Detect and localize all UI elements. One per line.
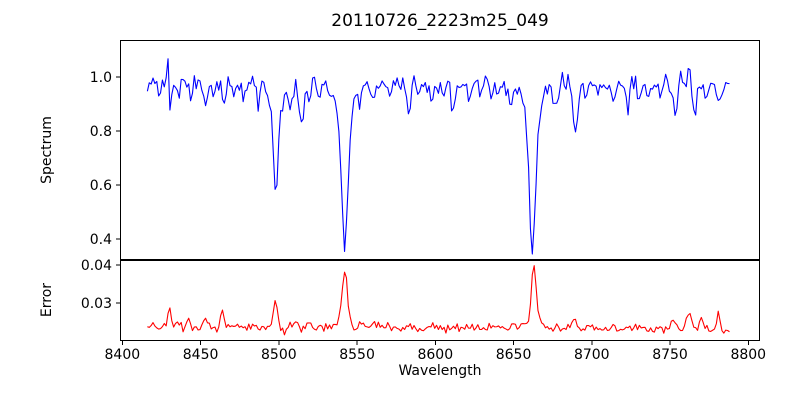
panel-frame-error — [120, 260, 760, 341]
x-tick-label: 8800 — [730, 347, 766, 363]
plot-title: 20110726_2223m25_049 — [331, 11, 549, 31]
panel-frame-spectrum — [120, 40, 760, 260]
x-tick-label: 8550 — [339, 347, 375, 363]
x-tick-label: 8500 — [261, 347, 297, 363]
x-tick-label: 8700 — [574, 347, 610, 363]
y-tick-label-spectrum: 0.8 — [90, 124, 112, 140]
x-tick-label: 8400 — [105, 347, 141, 363]
x-tick-label: 8600 — [417, 347, 453, 363]
x-tick-label: 8450 — [183, 347, 219, 363]
x-tick-label: 8650 — [496, 347, 532, 363]
y-tick-label-error: 0.03 — [81, 296, 112, 312]
x-axis-label: Wavelength — [398, 363, 482, 379]
spectrum-line — [146, 58, 730, 255]
y-tick-label-error: 0.04 — [81, 258, 112, 274]
y-tick-label-spectrum: 0.6 — [90, 178, 112, 194]
y-tick-label-spectrum: 0.4 — [90, 232, 112, 248]
y-tick-label-spectrum: 1.0 — [90, 70, 112, 86]
x-tick-label: 8750 — [652, 347, 688, 363]
error-line — [147, 265, 730, 336]
